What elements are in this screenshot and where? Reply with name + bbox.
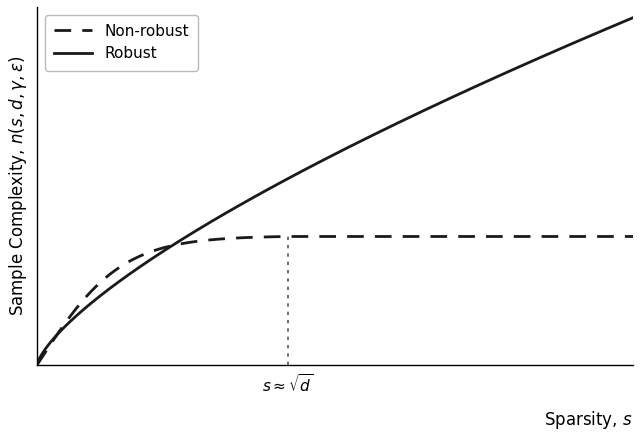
Non-robust bbox=[612, 234, 620, 239]
Robust bbox=[612, 22, 620, 28]
Non-robust bbox=[503, 234, 511, 239]
Non-robust bbox=[323, 234, 331, 239]
Robust bbox=[33, 362, 41, 367]
Robust bbox=[323, 155, 331, 161]
Line: Non-robust: Non-robust bbox=[37, 237, 633, 364]
Non-robust bbox=[33, 362, 41, 367]
Robust bbox=[307, 164, 315, 169]
Robust bbox=[502, 70, 510, 75]
Robust bbox=[64, 321, 72, 326]
Y-axis label: Sample Complexity, $n(s, d, \gamma, \varepsilon)$: Sample Complexity, $n(s, d, \gamma, \var… bbox=[7, 56, 29, 316]
Non-robust bbox=[612, 234, 620, 239]
Non-robust bbox=[64, 317, 72, 322]
Text: Sparsity, $s$: Sparsity, $s$ bbox=[545, 409, 633, 431]
Non-robust bbox=[284, 234, 291, 239]
Legend: Non-robust, Robust: Non-robust, Robust bbox=[45, 14, 198, 71]
Robust bbox=[612, 22, 620, 28]
Line: Robust: Robust bbox=[37, 18, 633, 364]
Non-robust bbox=[629, 234, 637, 239]
Non-robust bbox=[308, 234, 316, 239]
Robust bbox=[629, 15, 637, 20]
